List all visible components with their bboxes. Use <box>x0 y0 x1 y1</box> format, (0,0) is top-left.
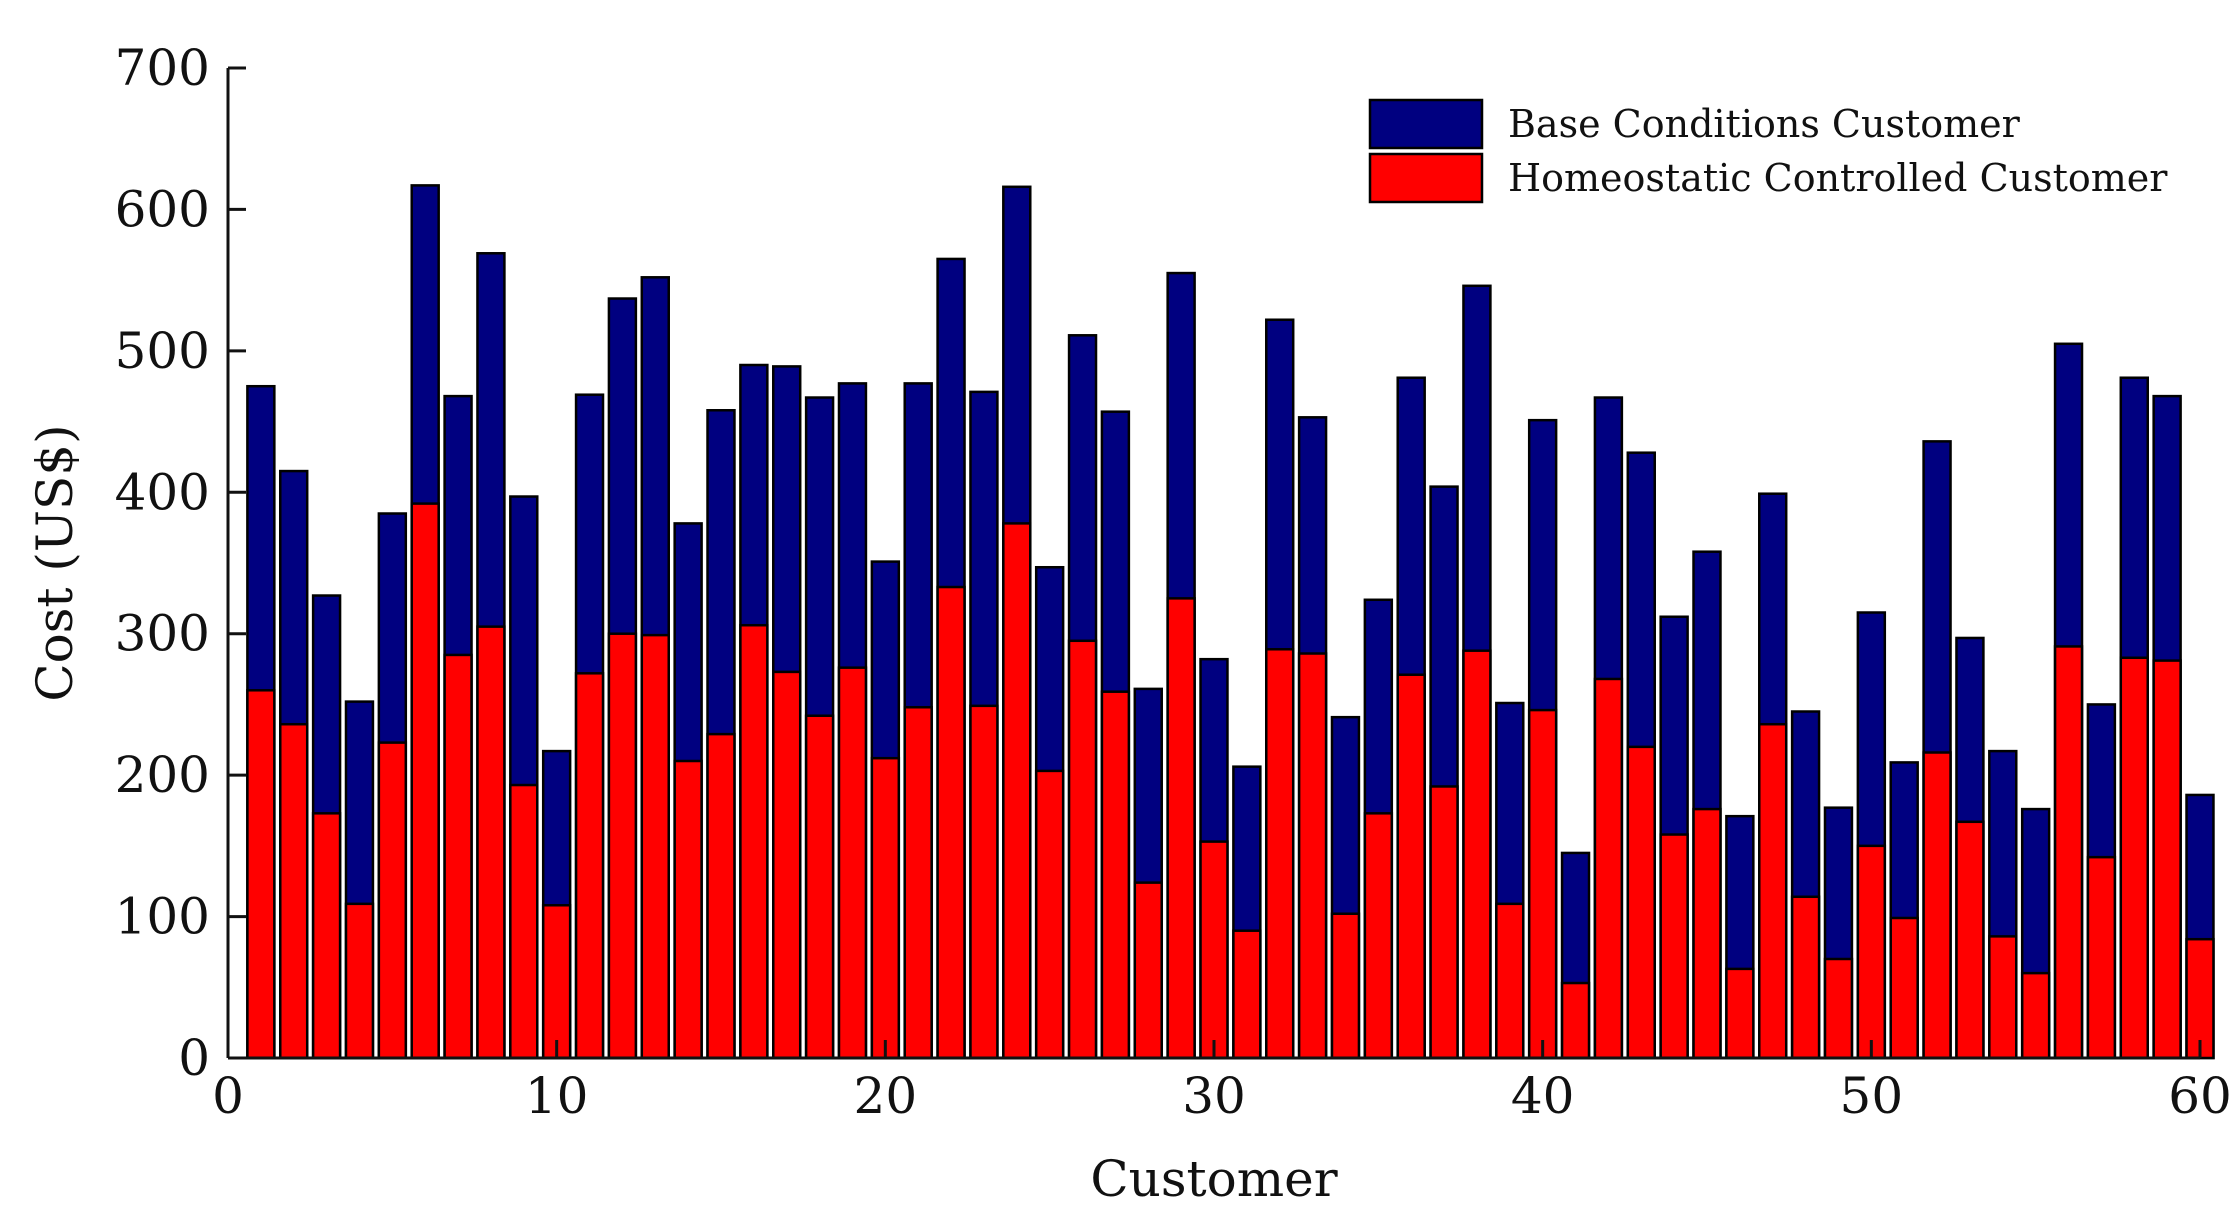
x-tick-label: 50 <box>1840 1067 1904 1125</box>
bar-homeostatic-customer-15 <box>706 732 736 1060</box>
bar-homeostatic-customer-52 <box>1922 751 1952 1060</box>
legend: Base Conditions Customer Homeostatic Con… <box>1368 98 2168 204</box>
bar-homeostatic-customer-20 <box>870 756 901 1060</box>
bar-homeostatic-customer-9 <box>509 783 539 1060</box>
bar-homeostatic-customer-21 <box>903 706 933 1060</box>
y-tick-label: 200 <box>115 746 210 804</box>
bar-homeostatic-customer-55 <box>2020 971 2051 1060</box>
x-tick-label: 30 <box>1182 1067 1246 1125</box>
bar-homeostatic-customer-46 <box>1725 967 1755 1060</box>
bar-homeostatic-customer-34 <box>1330 912 1361 1060</box>
bar-homeostatic-customer-16 <box>739 623 769 1060</box>
bar-homeostatic-customer-33 <box>1297 652 1328 1060</box>
bar-homeostatic-customer-18 <box>804 714 835 1060</box>
bar-homeostatic-customer-26 <box>1067 639 1098 1060</box>
x-tick-label: 60 <box>2168 1067 2232 1125</box>
bar-homeostatic-customer-7 <box>443 653 473 1060</box>
bar-homeostatic-customer-48 <box>1790 895 1821 1060</box>
x-axis-title: Customer <box>1090 1150 1337 1208</box>
bar-homeostatic-customer-28 <box>1133 881 1163 1060</box>
bar-homeostatic-customer-47 <box>1758 722 1788 1060</box>
bar-homeostatic-customer-10 <box>541 904 572 1060</box>
bar-homeostatic-customer-32 <box>1265 648 1295 1060</box>
bar-homeostatic-customer-51 <box>1889 916 1919 1060</box>
legend-label-base: Base Conditions Customer <box>1508 102 2021 146</box>
y-tick-label: 500 <box>115 322 210 380</box>
x-tick-label: 10 <box>525 1067 589 1125</box>
bar-homeostatic-customer-3 <box>311 812 342 1060</box>
bar-homeostatic-customer-31 <box>1232 929 1262 1060</box>
y-tick-label: 300 <box>115 605 210 663</box>
bar-homeostatic-customer-4 <box>344 902 375 1060</box>
bars-layer <box>246 184 2215 1060</box>
y-ticks: 0 100 200 300 400 500 600 700 <box>115 39 246 1087</box>
bar-homeostatic-customer-54 <box>1988 935 2018 1060</box>
y-axis-title: Cost (US$) <box>26 424 84 701</box>
x-tick-label: 40 <box>1511 1067 1575 1125</box>
bar-homeostatic-customer-14 <box>673 759 703 1060</box>
bar-homeostatic-customer-50 <box>1856 844 1887 1060</box>
bar-homeostatic-customer-24 <box>1002 522 1032 1060</box>
bar-homeostatic-customer-2 <box>279 722 309 1060</box>
bar-homeostatic-customer-35 <box>1363 812 1394 1060</box>
y-tick-label: 700 <box>115 39 210 97</box>
y-tick-label: 400 <box>115 463 210 521</box>
bar-homeostatic-customer-22 <box>936 585 966 1060</box>
bar-homeostatic-customer-41 <box>1560 981 1591 1060</box>
bar-homeostatic-customer-8 <box>476 625 506 1060</box>
bar-homeostatic-customer-23 <box>969 704 999 1060</box>
bar-homeostatic-customer-5 <box>377 741 408 1060</box>
x-ticks: 0 10 20 30 40 50 60 <box>212 1040 2232 1125</box>
y-tick-label: 600 <box>115 180 210 238</box>
bar-homeostatic-customer-6 <box>410 502 440 1060</box>
bar-homeostatic-customer-38 <box>1462 649 1492 1060</box>
bar-homeostatic-customer-1 <box>246 689 276 1060</box>
y-tick-label: 0 <box>178 1029 210 1087</box>
bar-homeostatic-customer-40 <box>1527 708 1558 1060</box>
bar-homeostatic-customer-45 <box>1692 807 1722 1060</box>
bar-homeostatic-customer-19 <box>837 666 868 1060</box>
bar-homeostatic-customer-60 <box>2185 937 2215 1060</box>
bar-homeostatic-customer-37 <box>1429 785 1459 1060</box>
bar-homeostatic-customer-27 <box>1100 690 1131 1060</box>
bar-homeostatic-customer-12 <box>607 632 638 1060</box>
bar-homeostatic-customer-30 <box>1199 840 1229 1060</box>
x-tick-label: 20 <box>854 1067 918 1125</box>
bar-homeostatic-customer-17 <box>772 670 802 1060</box>
bar-homeostatic-customer-43 <box>1626 745 1656 1060</box>
bar-homeostatic-customer-44 <box>1659 833 1689 1060</box>
bar-homeostatic-customer-13 <box>640 633 670 1060</box>
bar-homeostatic-customer-59 <box>2152 659 2182 1060</box>
bar-homeostatic-customer-53 <box>1955 820 1985 1060</box>
bar-homeostatic-customer-42 <box>1593 677 1624 1060</box>
bar-homeostatic-customer-25 <box>1034 769 1065 1060</box>
legend-swatch-base <box>1368 98 1484 150</box>
legend-label-homeostatic: Homeostatic Controlled Customer <box>1508 156 2168 200</box>
bar-homeostatic-customer-11 <box>574 672 605 1060</box>
bar-homeostatic-customer-56 <box>2053 645 2084 1060</box>
bar-homeostatic-customer-36 <box>1396 673 1426 1060</box>
bar-homeostatic-customer-58 <box>2119 656 2149 1060</box>
bar-homeostatic-customer-57 <box>2086 855 2117 1060</box>
bar-homeostatic-customer-29 <box>1166 597 1196 1060</box>
bar-homeostatic-customer-39 <box>1495 902 1525 1060</box>
y-tick-label: 100 <box>115 888 210 946</box>
x-tick-label: 0 <box>212 1067 244 1125</box>
legend-swatch-homeostatic <box>1368 152 1484 204</box>
bar-homeostatic-customer-49 <box>1823 957 1854 1060</box>
